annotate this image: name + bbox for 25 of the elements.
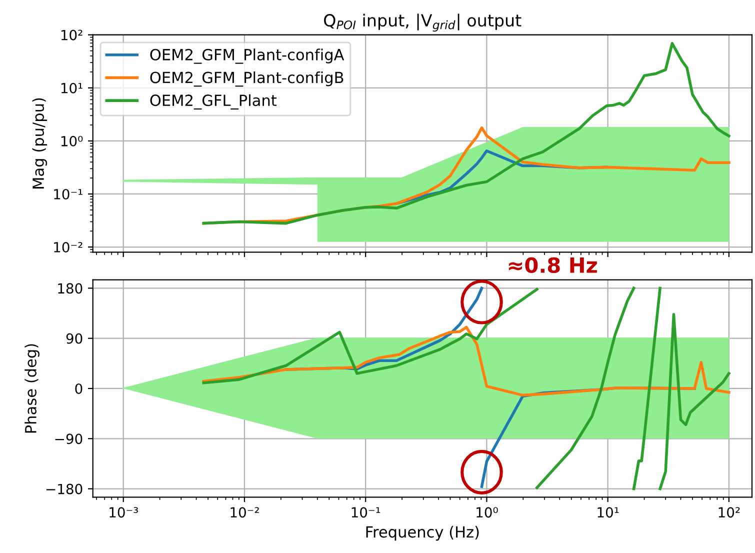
legend-label: OEM2_GFM_Plant-configB xyxy=(150,71,344,87)
y-tick-label: −180 xyxy=(46,484,82,494)
x-tick-label: 10⁻³ xyxy=(110,507,138,518)
y-tick-label: 90 xyxy=(66,333,82,344)
y-tick-label: 0 xyxy=(75,383,82,394)
y-tick-label: 180 xyxy=(58,283,82,294)
y-tick-label: −90 xyxy=(55,434,82,444)
x-tick-label: 10¹ xyxy=(598,507,619,518)
x-tick-label: 10⁻² xyxy=(230,507,259,518)
line-series xyxy=(632,286,662,490)
y-axis-title: Mag (pu/pu) xyxy=(32,98,48,188)
y-tick-label: 10⁻² xyxy=(54,242,82,252)
y-tick-label: 10⁻¹ xyxy=(54,188,82,200)
y-axis-title: Phase (deg) xyxy=(24,344,40,433)
chart-title: Q$_{POI}$ input, |V$_{grid}$| output xyxy=(324,14,522,32)
y-tick-label: 10⁰ xyxy=(61,136,83,146)
y-tick-label: 10¹ xyxy=(61,82,82,94)
x-axis-title: Frequency (Hz) xyxy=(366,526,479,541)
annotation: ≈0.8 Hz xyxy=(508,257,597,274)
x-tick-label: 10⁰ xyxy=(476,507,498,518)
x-tick-label: 10⁻¹ xyxy=(352,507,380,518)
legend-label: OEM2_GFL_Plant xyxy=(150,94,277,110)
y-tick-label: 10² xyxy=(61,30,82,40)
x-tick-label: 10² xyxy=(718,507,740,518)
legend-label: OEM2_GFM_Plant-configA xyxy=(150,48,344,64)
